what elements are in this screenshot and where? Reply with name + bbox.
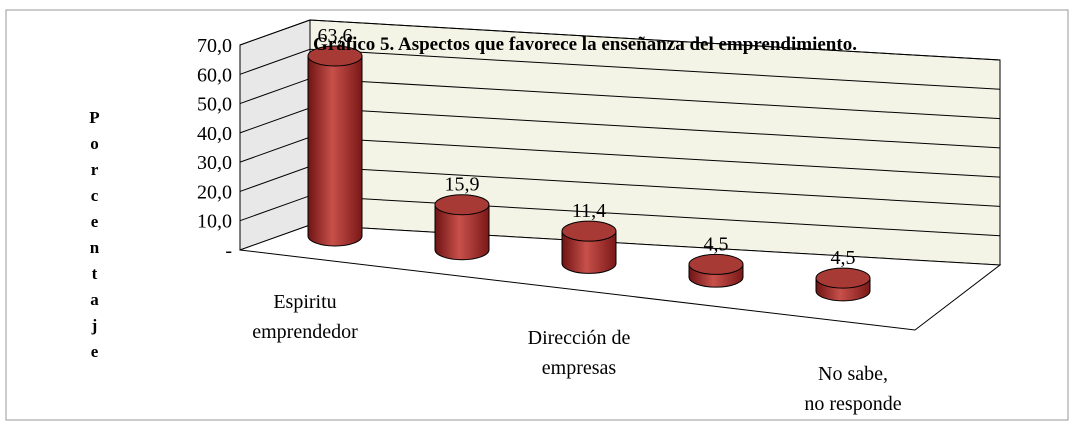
label-line: Dirección de (528, 327, 631, 349)
y-tick-label: 60,0 (197, 64, 232, 86)
y-axis-label: Porcentaje (85, 108, 104, 368)
label-line: emprendedor (252, 321, 358, 343)
bar-body (434, 204, 490, 261)
x-tick-label: Dirección de empresas (528, 327, 631, 379)
bar (434, 194, 490, 261)
label-line: Espiritu (273, 291, 336, 313)
value-label: 11,4 (572, 200, 606, 222)
y-tick-label: 20,0 (197, 181, 232, 203)
y-tick-label: 40,0 (197, 123, 232, 145)
x-tick-label: Espiritu emprendedor (252, 291, 358, 343)
bar-top (561, 220, 617, 242)
grid-line (239, 19, 1001, 61)
y-tick-label: - (225, 240, 232, 262)
bar-top (815, 267, 871, 289)
x-tick-label: No sabe, no responde (804, 363, 901, 415)
bar (561, 220, 617, 274)
value-label: 4,5 (831, 247, 856, 269)
label-line: empresas (542, 357, 617, 379)
back-wall (309, 19, 1001, 266)
bar-body (307, 55, 363, 247)
y-tick-label: 30,0 (197, 152, 232, 174)
bar-top (434, 194, 490, 216)
label-line: No sabe, (818, 363, 888, 385)
y-tick-label: 50,0 (197, 94, 232, 116)
bar (815, 267, 871, 302)
side-wall (239, 19, 311, 251)
value-label: 15,9 (445, 174, 480, 196)
bar (688, 253, 744, 288)
bar-top (688, 253, 744, 275)
grid-line (239, 48, 1001, 90)
value-label: 63,6 (318, 25, 353, 47)
y-tick-label: 70,0 (197, 35, 232, 57)
floor (239, 224, 1002, 331)
value-label: 4,5 (704, 233, 729, 255)
label-line: no responde (804, 393, 901, 415)
y-tick-label: 10,0 (197, 211, 232, 233)
chart-title: Gráfico 5. Aspectos que favorece la ense… (313, 34, 857, 55)
bar (307, 45, 363, 247)
bar-body (561, 230, 617, 274)
bar-top (307, 45, 363, 67)
